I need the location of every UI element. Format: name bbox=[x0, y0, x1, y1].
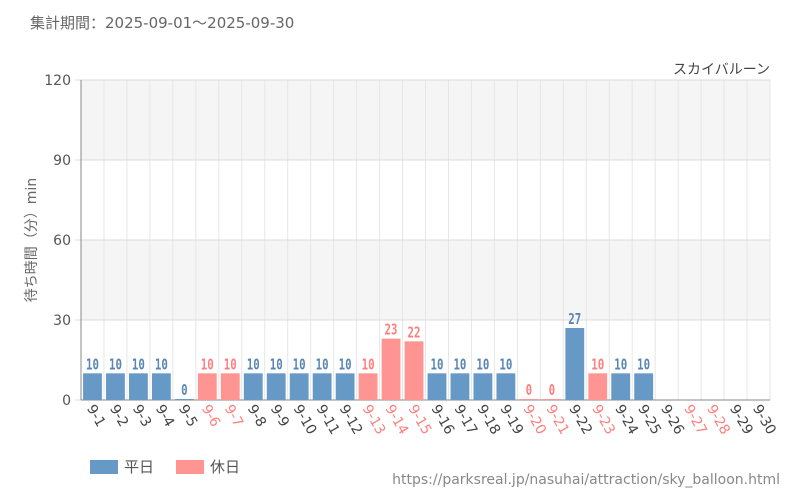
bar-9-4 bbox=[151, 373, 171, 400]
bar-9-21 bbox=[542, 399, 562, 400]
bar-9-13 bbox=[358, 373, 378, 400]
bar-9-25 bbox=[634, 373, 654, 400]
legend-label-weekday: 平日 bbox=[124, 458, 155, 476]
x-tick-label: 9-11 bbox=[313, 402, 343, 438]
bar-value-label: 23 bbox=[385, 322, 398, 339]
bar-9-6 bbox=[197, 373, 217, 400]
chart-title: スカイバルーン bbox=[673, 62, 770, 78]
bar-9-18 bbox=[473, 373, 493, 400]
bar-9-17 bbox=[450, 373, 470, 400]
x-tick-label: 9-26 bbox=[657, 402, 687, 438]
bar-9-2 bbox=[106, 373, 125, 400]
bar-9-8 bbox=[243, 373, 263, 400]
source-url[interactable]: https://parksreal.jp/nasuhai/attraction/… bbox=[392, 472, 780, 488]
x-tick-label: 9-21 bbox=[542, 402, 572, 438]
bar-9-14 bbox=[381, 338, 401, 400]
bar-value-label: 10 bbox=[224, 357, 237, 374]
x-tick-label: 9-18 bbox=[473, 402, 503, 438]
bar-value-label: 10 bbox=[476, 357, 489, 374]
x-tick-label: 9-23 bbox=[588, 402, 618, 438]
bar-9-15 bbox=[404, 341, 424, 400]
x-tick-label: 9-24 bbox=[611, 402, 641, 438]
bar-value-label: 0 bbox=[549, 382, 556, 399]
x-tick-label: 9-13 bbox=[359, 402, 389, 438]
x-tick-label: 9-14 bbox=[382, 402, 412, 438]
x-tick-label: 9-17 bbox=[450, 402, 480, 438]
bar-9-9 bbox=[266, 373, 286, 400]
bar-9-24 bbox=[611, 373, 631, 400]
bar-value-label: 10 bbox=[293, 357, 306, 374]
x-tick-label: 9-6 bbox=[198, 402, 223, 430]
x-tick-label: 9-20 bbox=[519, 402, 549, 438]
bar-9-19 bbox=[496, 373, 516, 400]
bar-value-label: 10 bbox=[109, 357, 122, 374]
bar-value-label: 22 bbox=[408, 325, 421, 342]
x-tick-label: 9-28 bbox=[703, 402, 733, 438]
legend: 平日 休日 bbox=[90, 456, 240, 477]
legend-item-holiday[interactable]: 休日 bbox=[176, 456, 240, 477]
legend-item-weekday[interactable]: 平日 bbox=[90, 456, 154, 477]
x-tick-label: 9-3 bbox=[129, 402, 154, 430]
bar-value-label: 10 bbox=[453, 357, 466, 374]
bar-value-label: 10 bbox=[270, 357, 283, 374]
bar-chart: 0306090120スカイバルーン待ち時間（分）min109-1109-2109… bbox=[24, 62, 779, 438]
legend-swatch-weekday bbox=[90, 459, 118, 474]
y-tick-label: 90 bbox=[53, 153, 71, 169]
bar-value-label: 10 bbox=[86, 357, 99, 374]
bar-value-label: 10 bbox=[362, 357, 375, 374]
x-tick-label: 9-8 bbox=[244, 402, 269, 430]
bar-value-label: 10 bbox=[614, 357, 627, 374]
y-tick-label: 60 bbox=[53, 233, 71, 249]
x-tick-label: 9-9 bbox=[267, 402, 292, 430]
bar-value-label: 0 bbox=[526, 382, 533, 399]
y-tick-label: 120 bbox=[44, 73, 71, 89]
bar-value-label: 10 bbox=[247, 357, 260, 374]
y-tick-label: 0 bbox=[62, 393, 71, 409]
bar-value-label: 10 bbox=[132, 357, 145, 374]
y-tick-label: 30 bbox=[53, 313, 71, 329]
x-tick-label: 9-5 bbox=[175, 402, 200, 430]
y-axis-label: 待ち時間（分）min bbox=[24, 178, 40, 302]
bar-9-7 bbox=[220, 373, 240, 400]
x-tick-label: 9-2 bbox=[106, 402, 131, 430]
x-tick-label: 9-30 bbox=[749, 402, 779, 438]
x-tick-label: 9-16 bbox=[428, 402, 458, 438]
bar-9-22 bbox=[565, 328, 585, 400]
x-tick-label: 9-22 bbox=[565, 402, 595, 438]
bar-9-11 bbox=[312, 373, 332, 400]
bar-value-label: 0 bbox=[181, 382, 188, 399]
bar-value-label: 10 bbox=[430, 357, 443, 374]
bar-value-label: 10 bbox=[316, 357, 329, 374]
legend-label-holiday: 休日 bbox=[210, 458, 241, 476]
bar-value-label: 10 bbox=[499, 357, 512, 374]
bar-9-5 bbox=[174, 399, 194, 400]
bar-9-20 bbox=[519, 399, 539, 400]
bar-9-23 bbox=[588, 373, 608, 400]
x-tick-label: 9-10 bbox=[290, 402, 320, 438]
bar-value-label: 27 bbox=[568, 311, 581, 328]
bar-9-1 bbox=[83, 373, 102, 400]
bar-9-3 bbox=[129, 373, 148, 400]
x-tick-label: 9-4 bbox=[152, 402, 177, 430]
bar-value-label: 10 bbox=[339, 357, 352, 374]
bar-value-label: 10 bbox=[201, 357, 214, 374]
bar-9-10 bbox=[289, 373, 309, 400]
x-tick-label: 9-15 bbox=[405, 402, 435, 438]
x-tick-label: 9-19 bbox=[496, 402, 526, 438]
bar-9-16 bbox=[427, 373, 447, 400]
legend-swatch-holiday bbox=[176, 459, 205, 474]
bar-value-label: 10 bbox=[637, 357, 650, 374]
period-text: 集計期間：2025-09-01～2025-09-30 bbox=[30, 14, 295, 32]
x-tick-label: 9-29 bbox=[726, 402, 756, 438]
bar-value-label: 10 bbox=[155, 357, 168, 374]
x-tick-label: 9-25 bbox=[634, 402, 664, 438]
bar-value-label: 10 bbox=[591, 357, 604, 374]
bar-9-12 bbox=[335, 373, 355, 400]
x-tick-label: 9-7 bbox=[221, 402, 246, 430]
x-tick-label: 9-12 bbox=[336, 402, 366, 438]
x-tick-label: 9-27 bbox=[680, 402, 710, 438]
x-tick-label: 9-1 bbox=[83, 402, 108, 430]
